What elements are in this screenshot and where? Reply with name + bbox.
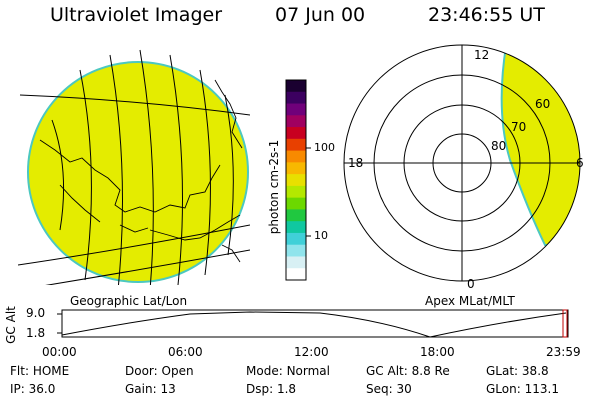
colorbar-cell <box>286 197 306 211</box>
polar-caption: Apex MLat/MLT <box>425 294 515 308</box>
mode-status: Mode: Normal <box>246 364 330 378</box>
colorbar-cell <box>286 221 306 234</box>
colorbar-cell <box>286 174 306 187</box>
geo-latitude-value: 38.8 <box>521 364 549 378</box>
lat-label-80: 80 <box>491 139 507 153</box>
colorbar-tick-10: 10 <box>314 229 328 242</box>
time-tick-0000: 00:00 <box>42 345 77 359</box>
altitude-ylabel: GC Alt <box>4 306 18 344</box>
door-status: Door: Open <box>125 364 194 378</box>
altitude-ytick-low: 1.8 <box>26 326 46 340</box>
image-time: 23:46:55 UT <box>428 4 545 26</box>
time-tick-1200: 12:00 <box>294 345 329 359</box>
current-time-marker <box>562 309 568 338</box>
image-date: 07 Jun 00 <box>275 4 366 26</box>
mlt-label-18: 18 <box>348 156 364 170</box>
colorbar-cell <box>286 209 306 222</box>
door-value: Open <box>161 364 194 378</box>
dsp-value: 1.8 <box>276 382 297 396</box>
colorbar-cell <box>286 256 306 269</box>
altitude-ytick-high: 9.0 <box>26 306 46 320</box>
time-tick-2359: 23:59 <box>546 345 581 359</box>
lat-label-70: 70 <box>511 120 527 134</box>
geo-latitude-status: GLat: 38.8 <box>486 364 549 378</box>
colorbar-cell <box>286 232 306 246</box>
longitude-grid <box>51 49 234 285</box>
sequence-status: Seq: 30 <box>366 382 412 396</box>
altitude-trace <box>61 311 567 338</box>
colorbar-tick-100: 100 <box>314 141 335 154</box>
colorbar-cell <box>286 91 306 105</box>
ip-status: IP: 36.0 <box>10 382 56 396</box>
colorbar-cell <box>286 127 306 140</box>
colorbar-cell <box>286 115 306 128</box>
colorbar-cell <box>286 162 306 175</box>
flight-status: Flt: HOME <box>10 364 70 378</box>
latitude-grid <box>18 94 250 285</box>
lat-label-60: 60 <box>535 97 551 111</box>
colorbar-cell <box>286 185 306 199</box>
colorbar-cell <box>286 103 306 116</box>
instrument-title: Ultraviolet Imager <box>50 4 223 26</box>
gain-status: Gain: 13 <box>125 382 176 396</box>
colorbar-cell <box>286 150 306 163</box>
earth-disk <box>27 61 249 283</box>
mlt-label-6: 6 <box>576 156 584 170</box>
colorbar-cell <box>286 244 306 258</box>
colorbar-cell <box>286 138 306 152</box>
time-tick-1800: 18:00 <box>420 345 455 359</box>
geo-longitude-status: GLon: 113.1 <box>486 382 559 396</box>
ip-value: 36.0 <box>28 382 56 396</box>
geo-longitude-value: 113.1 <box>524 382 559 396</box>
gc-altitude-status: GC Alt: 8.8 Re <box>366 364 450 378</box>
geographic-caption: Geographic Lat/Lon <box>70 294 188 308</box>
sequence-value: 30 <box>396 382 412 396</box>
mlt-label-12: 12 <box>474 48 490 62</box>
colorbar-cell <box>286 80 306 93</box>
flight-value: HOME <box>32 364 70 378</box>
gain-value: 13 <box>160 382 176 396</box>
mode-value: Normal <box>286 364 330 378</box>
dsp-status: Dsp: 1.8 <box>246 382 297 396</box>
gc-altitude-value: 8.8 Re <box>411 364 450 378</box>
time-tick-0600: 06:00 <box>168 345 203 359</box>
coastlines <box>39 79 243 263</box>
colorbar-cell <box>286 268 306 281</box>
mlt-label-0: 0 <box>467 277 475 291</box>
